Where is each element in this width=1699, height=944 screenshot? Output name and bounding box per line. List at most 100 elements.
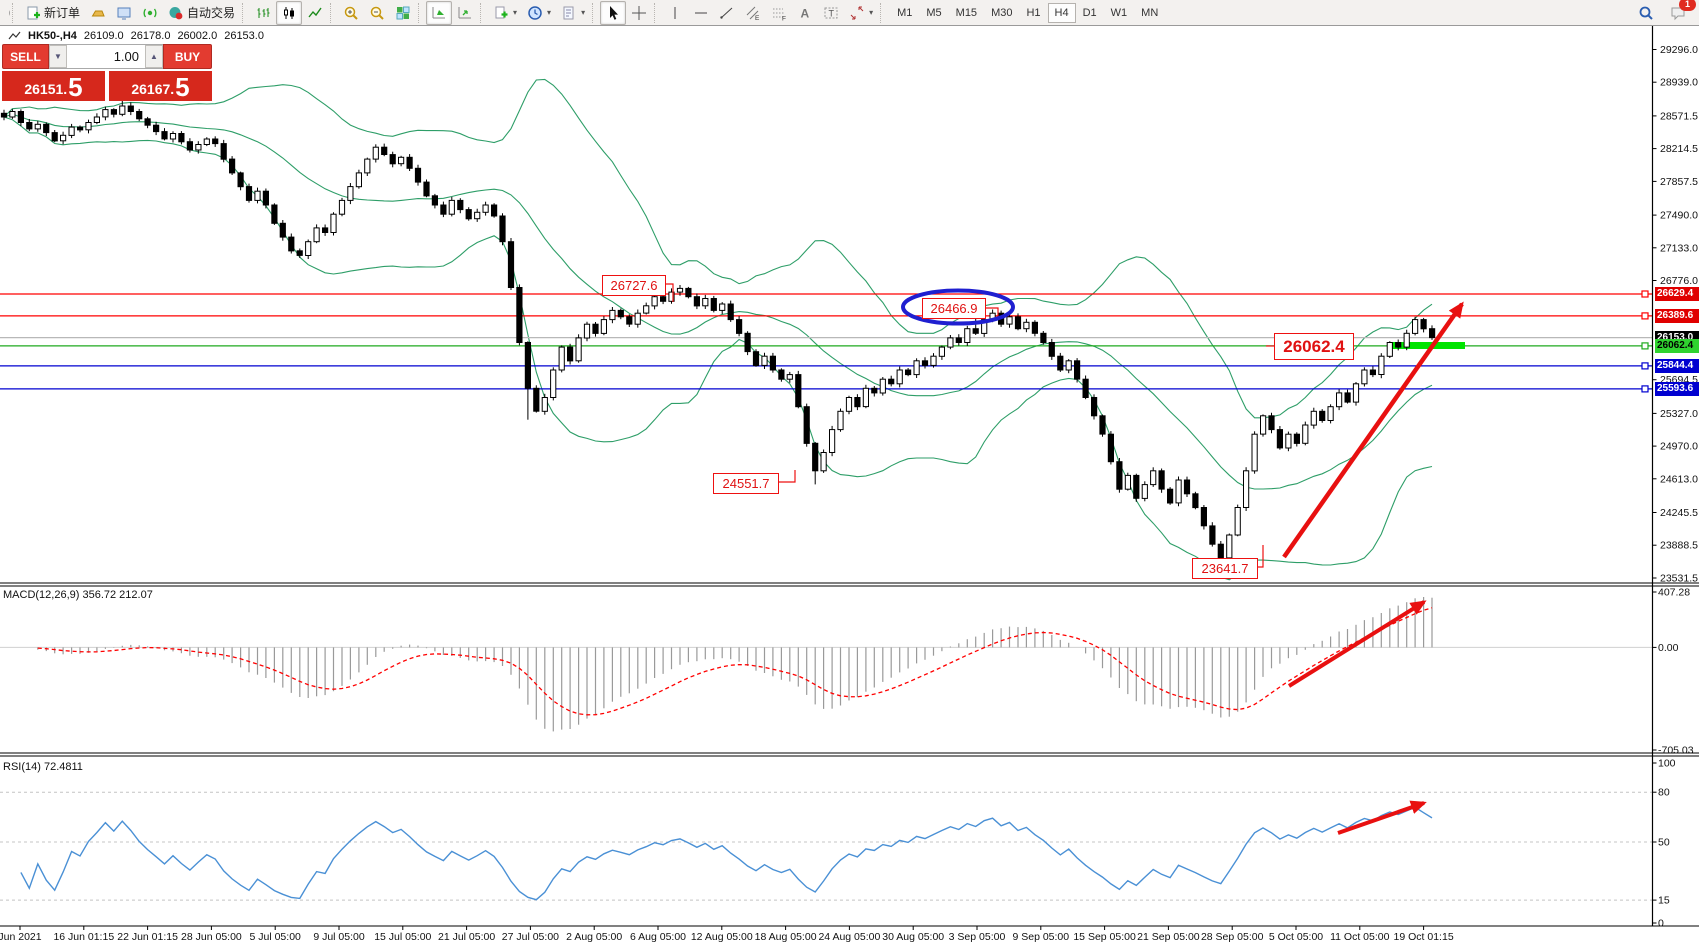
volume-decrease-button[interactable]: ▼: [49, 45, 67, 68]
trendline-tool-button[interactable]: [714, 1, 740, 25]
cursor-icon: [605, 5, 621, 21]
vertical-line-icon: [667, 5, 683, 21]
horizontal-line-tool-button[interactable]: [688, 1, 714, 25]
signal-button[interactable]: [137, 1, 163, 25]
clock-icon: [527, 5, 543, 21]
low-label-23641[interactable]: 23641.7: [1192, 558, 1258, 579]
support-label-26062[interactable]: 26062.4: [1274, 333, 1354, 360]
svg-text:27133.0: 27133.0: [1660, 242, 1698, 254]
auto-scroll-button[interactable]: [426, 0, 453, 25]
fibonacci-tool-button[interactable]: F: [766, 1, 792, 25]
periods-button[interactable]: ▾: [522, 1, 556, 25]
toolbar-separator: [880, 2, 886, 23]
svg-text:23888.5: 23888.5: [1660, 540, 1698, 552]
vertical-line-tool-button[interactable]: [662, 1, 688, 25]
annotation-connector: [664, 283, 674, 302]
time-axis: Jun 2021 16 Jun 01:15 22 Jun 01:15 28 Jun 0…: [0, 926, 1454, 943]
auto-trading-button[interactable]: 自动交易: [163, 1, 240, 25]
crosshair-tool-button[interactable]: [626, 1, 652, 25]
svg-text:5 Oct 05:00: 5 Oct 05:00: [1269, 931, 1323, 943]
text-tool-button[interactable]: A: [792, 1, 818, 25]
svg-text:15 Jul 05:00: 15 Jul 05:00: [374, 931, 431, 943]
line-chart-button[interactable]: [302, 1, 328, 25]
search-button[interactable]: [1633, 1, 1659, 25]
svg-text:19 Oct 01:15: 19 Oct 01:15: [1394, 931, 1454, 943]
templates-button[interactable]: ▾: [556, 1, 590, 25]
timeframe-button-d1[interactable]: D1: [1082, 6, 1097, 19]
volume-value[interactable]: 1.00: [113, 49, 139, 64]
monitor-icon: [116, 5, 132, 21]
arrows-icon: [849, 5, 865, 21]
candlestick-chart-button[interactable]: [276, 0, 303, 25]
svg-text:A: A: [801, 6, 810, 20]
trend-arrow-main: [1282, 301, 1464, 559]
line-chart-icon: [307, 5, 323, 21]
price-badge-26629.4: 26629.4: [1655, 287, 1699, 301]
toolbar-separator: [330, 2, 336, 23]
svg-text:15 Sep 05:00: 15 Sep 05:00: [1073, 931, 1136, 943]
new-order-button[interactable]: 新订单: [20, 1, 85, 25]
volume-box: ▼ 1.00 ▲: [49, 44, 163, 69]
cursor-tool-button[interactable]: [600, 0, 627, 25]
timeframe-button-m30[interactable]: M30: [991, 6, 1013, 19]
buy-button[interactable]: BUY: [163, 44, 212, 69]
svg-text:21 Sep 05:00: 21 Sep 05:00: [1137, 931, 1200, 943]
tile-windows-button[interactable]: [390, 1, 416, 25]
chart-shift-button[interactable]: [452, 1, 478, 25]
resistance-label-26727[interactable]: 26727.6: [602, 275, 666, 296]
signal-icon: [142, 5, 158, 21]
timeframe-button-m15[interactable]: M15: [955, 6, 978, 19]
data-window-button[interactable]: [111, 1, 137, 25]
open-value: 26109.0: [83, 30, 124, 42]
price-badge-26389.6: 26389.6: [1655, 309, 1699, 323]
deposit-button[interactable]: [85, 1, 111, 25]
macd-signal-line: [37, 607, 1433, 716]
tile-windows-icon: [395, 5, 411, 21]
volume-increase-button[interactable]: ▲: [145, 45, 163, 68]
buy-price-big-digit: 5: [175, 72, 190, 102]
arrows-tool-button[interactable]: ▾: [844, 1, 878, 25]
timeframe-button-mn[interactable]: MN: [1141, 6, 1159, 19]
timeframe-button-w1[interactable]: W1: [1110, 6, 1128, 19]
timeframe-button-h4[interactable]: H4: [1047, 2, 1076, 23]
svg-text:11 Oct 05:00: 11 Oct 05:00: [1330, 931, 1390, 943]
sell-price-main: 26151.: [24, 81, 68, 97]
search-icon: [1638, 5, 1654, 21]
toolbar-separator: [592, 2, 598, 23]
low-label-24551[interactable]: 24551.7: [713, 473, 779, 494]
resistance-label-26466[interactable]: 26466.9: [922, 298, 986, 319]
sell-price-card[interactable]: 26151. 5: [2, 71, 105, 101]
buy-price-card[interactable]: 26167. 5: [109, 71, 212, 101]
main-toolbar: 新订单 自动交易 ▾ ▾ ▾: [0, 0, 1699, 26]
line-handle: [1641, 290, 1649, 298]
chart-icon: [8, 31, 21, 40]
channel-tool-button[interactable]: E: [740, 1, 766, 25]
bar-chart-button[interactable]: [250, 1, 276, 25]
svg-text:50: 50: [1658, 837, 1670, 849]
indicators-button[interactable]: ▾: [488, 1, 522, 25]
auto-trading-icon: [168, 5, 184, 21]
notifications-button[interactable]: 1: [1665, 0, 1696, 25]
sell-button[interactable]: SELL: [2, 44, 49, 69]
svg-text:Jun 2021: Jun 2021: [0, 931, 42, 943]
text-label-tool-button[interactable]: T: [818, 1, 844, 25]
rsi-axis: 100 80 50 15 0: [1652, 758, 1676, 930]
price-badge-25844.4: 25844.4: [1655, 359, 1699, 373]
timeframe-button-m1[interactable]: M1: [897, 6, 913, 19]
buy-price-main: 26167.: [131, 81, 175, 97]
line-handle: [1641, 312, 1649, 320]
svg-text:15: 15: [1658, 895, 1670, 907]
svg-text:80: 80: [1658, 787, 1670, 799]
zoom-in-icon: [343, 5, 359, 21]
svg-text:2 Aug 05:00: 2 Aug 05:00: [566, 931, 622, 943]
zoom-in-button[interactable]: [338, 1, 364, 25]
timeframe-button-h1[interactable]: H1: [1026, 6, 1041, 19]
chevron-down-icon: ▾: [513, 8, 518, 17]
clipped-icon: [0, 5, 10, 21]
crosshair-icon: [631, 5, 647, 21]
zoom-out-button[interactable]: [364, 1, 390, 25]
svg-text:18 Aug 05:00: 18 Aug 05:00: [755, 931, 817, 943]
timeframe-button-m5[interactable]: M5: [926, 6, 942, 19]
